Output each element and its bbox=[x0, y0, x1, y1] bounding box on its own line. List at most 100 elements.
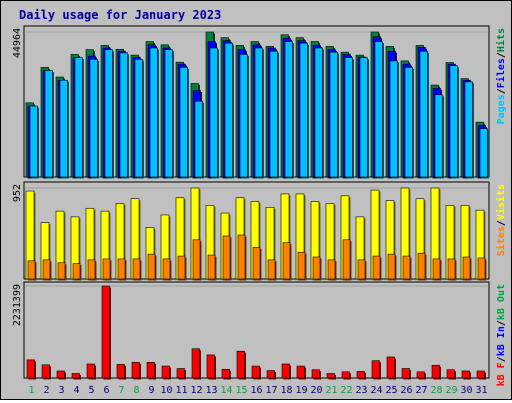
x-tick-label-day-3: 3 bbox=[58, 385, 64, 396]
x-tick-label-day-11: 11 bbox=[175, 385, 187, 396]
x-tick-label-day-18: 18 bbox=[280, 385, 292, 396]
legend-entry: / bbox=[496, 320, 507, 326]
x-tick-label-day-24: 24 bbox=[370, 385, 382, 396]
bar-kb-f-day-14 bbox=[221, 369, 230, 379]
bar-pages-day-24 bbox=[374, 41, 383, 178]
bar-kb-f-day-25 bbox=[386, 356, 395, 379]
x-tick-label-day-9: 9 bbox=[148, 385, 154, 396]
bar-sites-day-2 bbox=[42, 259, 51, 280]
bar-kb-f-day-10 bbox=[161, 365, 170, 379]
bar-kb-f-day-31 bbox=[476, 370, 485, 379]
bar-kb-f-day-3 bbox=[56, 370, 65, 379]
bar-kb-f-day-29 bbox=[446, 369, 455, 379]
legend-entry: Visits bbox=[495, 184, 507, 220]
legend-entry: Sites bbox=[495, 226, 507, 256]
bar-sites-day-28 bbox=[432, 258, 441, 280]
bar-kb-f-day-28 bbox=[431, 364, 440, 379]
legend-entry: Files bbox=[495, 58, 507, 88]
bar-kb-f-day-2 bbox=[41, 364, 50, 379]
legend-entry: kB F bbox=[496, 362, 507, 386]
x-tick-label-day-16: 16 bbox=[250, 385, 262, 396]
bar-sites-day-18 bbox=[282, 242, 291, 280]
bar-sites-day-3 bbox=[57, 262, 66, 280]
legend-entry: / bbox=[496, 220, 507, 226]
bar-kb-f-day-22 bbox=[341, 371, 350, 379]
legend-kbytes: kB F/kB In/kB Out bbox=[496, 284, 507, 386]
bar-sites-day-31 bbox=[477, 257, 486, 280]
bar-pages-day-25 bbox=[389, 60, 398, 178]
bar-pages-day-2 bbox=[44, 70, 53, 178]
legend-entry: Hits bbox=[495, 28, 507, 52]
x-tick-label-day-6: 6 bbox=[103, 385, 109, 396]
x-tick-label-day-26: 26 bbox=[400, 385, 412, 396]
bar-sites-day-29 bbox=[447, 258, 456, 280]
x-tick-label-day-19: 19 bbox=[295, 385, 307, 396]
axis-max-label-kbytes: 2231399 bbox=[12, 284, 23, 326]
bar-sites-day-7 bbox=[117, 258, 126, 280]
bar-sites-day-14 bbox=[222, 235, 231, 280]
bar-kb-f-day-1 bbox=[26, 359, 35, 379]
bar-sites-day-6 bbox=[102, 258, 111, 280]
bar-pages-day-23 bbox=[359, 57, 368, 178]
bar-sites-day-4 bbox=[72, 263, 81, 280]
bar-pages-day-6 bbox=[104, 49, 113, 178]
bar-sites-day-19 bbox=[297, 251, 306, 280]
x-tick-label-day-23: 23 bbox=[355, 385, 367, 396]
bar-pages-day-28 bbox=[434, 94, 443, 178]
bar-kb-f-day-7 bbox=[116, 364, 125, 379]
bar-pages-day-10 bbox=[164, 49, 173, 178]
bar-pages-day-29 bbox=[449, 65, 458, 178]
x-tick-label-day-27: 27 bbox=[415, 385, 427, 396]
bar-sites-day-8 bbox=[132, 258, 141, 280]
bar-pages-day-19 bbox=[299, 42, 308, 178]
bar-kb-f-day-5 bbox=[86, 363, 95, 379]
bar-kb-f-day-30 bbox=[461, 370, 470, 379]
bar-kb-f-day-12 bbox=[191, 348, 200, 379]
bar-pages-day-3 bbox=[59, 79, 68, 178]
x-tick-label-day-21: 21 bbox=[325, 385, 337, 396]
bar-kb-f-day-4 bbox=[71, 373, 80, 379]
x-tick-label-day-8: 8 bbox=[133, 385, 139, 396]
bar-sites-day-22 bbox=[342, 239, 351, 280]
x-tick-label-day-28: 28 bbox=[430, 385, 442, 396]
bar-pages-day-22 bbox=[344, 57, 353, 178]
x-tick-label-day-30: 30 bbox=[460, 385, 472, 396]
bar-pages-day-13 bbox=[209, 47, 218, 178]
legend-entry: kB Out bbox=[496, 284, 507, 320]
x-tick-label-day-1: 1 bbox=[28, 385, 34, 396]
bar-sites-day-27 bbox=[417, 252, 426, 280]
bar-sites-day-26 bbox=[402, 255, 411, 280]
x-tick-label-day-20: 20 bbox=[310, 385, 322, 396]
bar-pages-day-15 bbox=[239, 54, 248, 178]
x-tick-label-day-10: 10 bbox=[160, 385, 172, 396]
bar-sites-day-30 bbox=[462, 256, 471, 280]
bar-kb-f-day-19 bbox=[296, 365, 305, 379]
bar-pages-day-16 bbox=[254, 47, 263, 178]
bar-pages-day-17 bbox=[269, 50, 278, 178]
bar-kb-f-day-9 bbox=[146, 362, 155, 379]
bar-kb-f-day-6 bbox=[101, 285, 110, 379]
x-tick-label-day-12: 12 bbox=[190, 385, 202, 396]
bar-pages-day-4 bbox=[74, 57, 83, 178]
bar-sites-day-21 bbox=[327, 259, 336, 280]
legend-entry: kB In bbox=[496, 326, 507, 356]
bar-kb-f-day-15 bbox=[236, 350, 245, 379]
x-tick-label-day-13: 13 bbox=[205, 385, 217, 396]
x-tick-label-day-17: 17 bbox=[265, 385, 277, 396]
bar-sites-day-17 bbox=[267, 259, 276, 280]
legend-hits: Pages/Files/Hits bbox=[495, 28, 507, 124]
bar-kb-f-day-18 bbox=[281, 363, 290, 379]
bar-pages-day-9 bbox=[149, 47, 158, 178]
x-tick-label-day-22: 22 bbox=[340, 385, 352, 396]
bar-pages-day-5 bbox=[89, 58, 98, 178]
legend-visits: Sites/Visits bbox=[495, 184, 507, 256]
bar-pages-day-8 bbox=[134, 58, 143, 178]
axis-max-label-visits: 952 bbox=[12, 184, 23, 202]
bar-pages-day-18 bbox=[284, 41, 293, 178]
bar-sites-day-12 bbox=[192, 239, 201, 280]
x-tick-label-day-2: 2 bbox=[43, 385, 49, 396]
bar-sites-day-16 bbox=[252, 247, 261, 280]
bar-kb-f-day-11 bbox=[176, 368, 185, 379]
bar-kb-f-day-17 bbox=[266, 370, 275, 379]
